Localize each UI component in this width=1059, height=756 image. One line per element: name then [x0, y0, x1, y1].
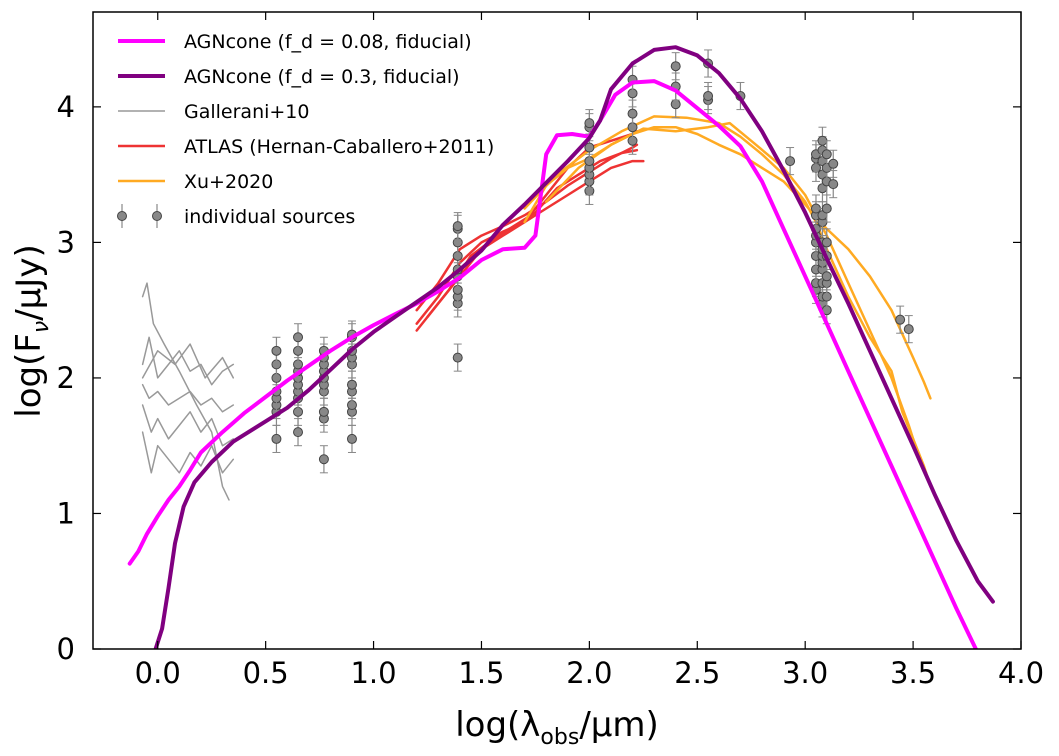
legend-entry-agncone-f-d-0-3-fiducial: AGNcone (f_d = 0.3, fiducial) — [118, 66, 460, 88]
legend-marker — [117, 211, 127, 221]
source-point — [670, 61, 681, 72]
y-tick-label: 4 — [57, 90, 75, 124]
source-point — [670, 99, 681, 110]
legend-entry-xu-2020: Xu+2020 — [118, 171, 273, 193]
source-point — [895, 314, 906, 325]
x-tick-label: 1.5 — [458, 656, 504, 690]
y-tick-label: 2 — [57, 361, 75, 395]
gallerani-series — [141, 282, 235, 501]
x-tick-label: 0.5 — [243, 656, 289, 690]
legend-label: individual sources — [184, 206, 355, 228]
gallerani-10-curve-5 — [141, 343, 235, 379]
atlas-series — [415, 130, 645, 332]
y-axis-label: log(Fν/μJy) — [9, 244, 54, 417]
source-point — [821, 271, 832, 282]
source-point — [903, 324, 914, 335]
source-point — [293, 427, 304, 438]
legend: AGNcone (f_d = 0.08, fiducial) AGNcone (f… — [117, 31, 494, 228]
y-tick-label: 3 — [57, 225, 75, 259]
source-point — [318, 406, 329, 417]
legend-label: AGNcone (f_d = 0.08, fiducial) — [184, 31, 472, 53]
source-point — [703, 91, 714, 102]
source-point — [452, 352, 463, 363]
plot-frame — [92, 11, 1022, 650]
source-point — [821, 149, 832, 160]
legend-label: Xu+2020 — [184, 171, 273, 193]
x-tick-label: 2.5 — [674, 656, 720, 690]
legend-label: Gallerani+10 — [184, 101, 310, 123]
y-tick-label: 1 — [57, 496, 75, 530]
x-axis-label: log(λobs/μm) — [455, 705, 659, 750]
gallerani-10-curve-4 — [141, 282, 230, 501]
source-point — [346, 433, 357, 444]
legend-label: ATLAS (Hernan-Caballero+2011) — [184, 136, 494, 158]
source-point — [821, 203, 832, 214]
agncone-f-d-0-3-fiducial-curve-0 — [153, 45, 995, 649]
plot-area — [127, 45, 995, 649]
y-tick-label: 0 — [57, 632, 75, 666]
source-point — [318, 454, 329, 465]
source-point — [584, 118, 595, 129]
legend-entry-individual-sources: individual sources — [117, 204, 355, 228]
atlas-hernan-caballero-2011-curve-2 — [415, 130, 639, 332]
y-axis-ticks: 0 1 2 3 4 — [57, 90, 1021, 666]
gallerani-10-curve-2 — [141, 383, 235, 413]
x-tick-label: 2.0 — [566, 656, 612, 690]
x-tick-label: 3.0 — [782, 656, 828, 690]
source-point — [828, 179, 839, 190]
legend-marker — [152, 211, 162, 221]
source-point — [821, 237, 832, 248]
x-tick-label: 0.0 — [135, 656, 181, 690]
x-tick-label: 1.0 — [350, 656, 396, 690]
legend-entry-atlas-hernan-caballero-2011: ATLAS (Hernan-Caballero+2011) — [118, 136, 494, 158]
individual-sources-points — [271, 49, 914, 474]
x-tick-label: 3.5 — [890, 656, 936, 690]
x-axis-ticks: 0.0 0.5 1.0 1.5 2.0 2.5 3.0 3.5 4.0 — [135, 12, 1044, 690]
source-point — [584, 142, 595, 153]
source-point — [271, 345, 282, 356]
source-point — [828, 158, 839, 169]
legend-entry-agncone-f-d-0-08-fiducial: AGNcone (f_d = 0.08, fiducial) — [118, 31, 472, 53]
gallerani-10-curve-1 — [141, 404, 235, 447]
x-tick-label: 4.0 — [998, 656, 1044, 690]
agncone-model-curves — [127, 45, 995, 649]
source-point — [293, 332, 304, 343]
source-point — [452, 221, 463, 232]
legend-label: AGNcone (f_d = 0.3, fiducial) — [184, 66, 460, 88]
source-point — [271, 433, 282, 444]
source-point — [785, 156, 796, 167]
legend-entry-gallerani-10: Gallerani+10 — [118, 101, 310, 123]
agncone-f-d-0-08-fiducial-curve-0 — [127, 79, 979, 649]
source-point — [346, 379, 357, 390]
source-point — [627, 108, 638, 119]
